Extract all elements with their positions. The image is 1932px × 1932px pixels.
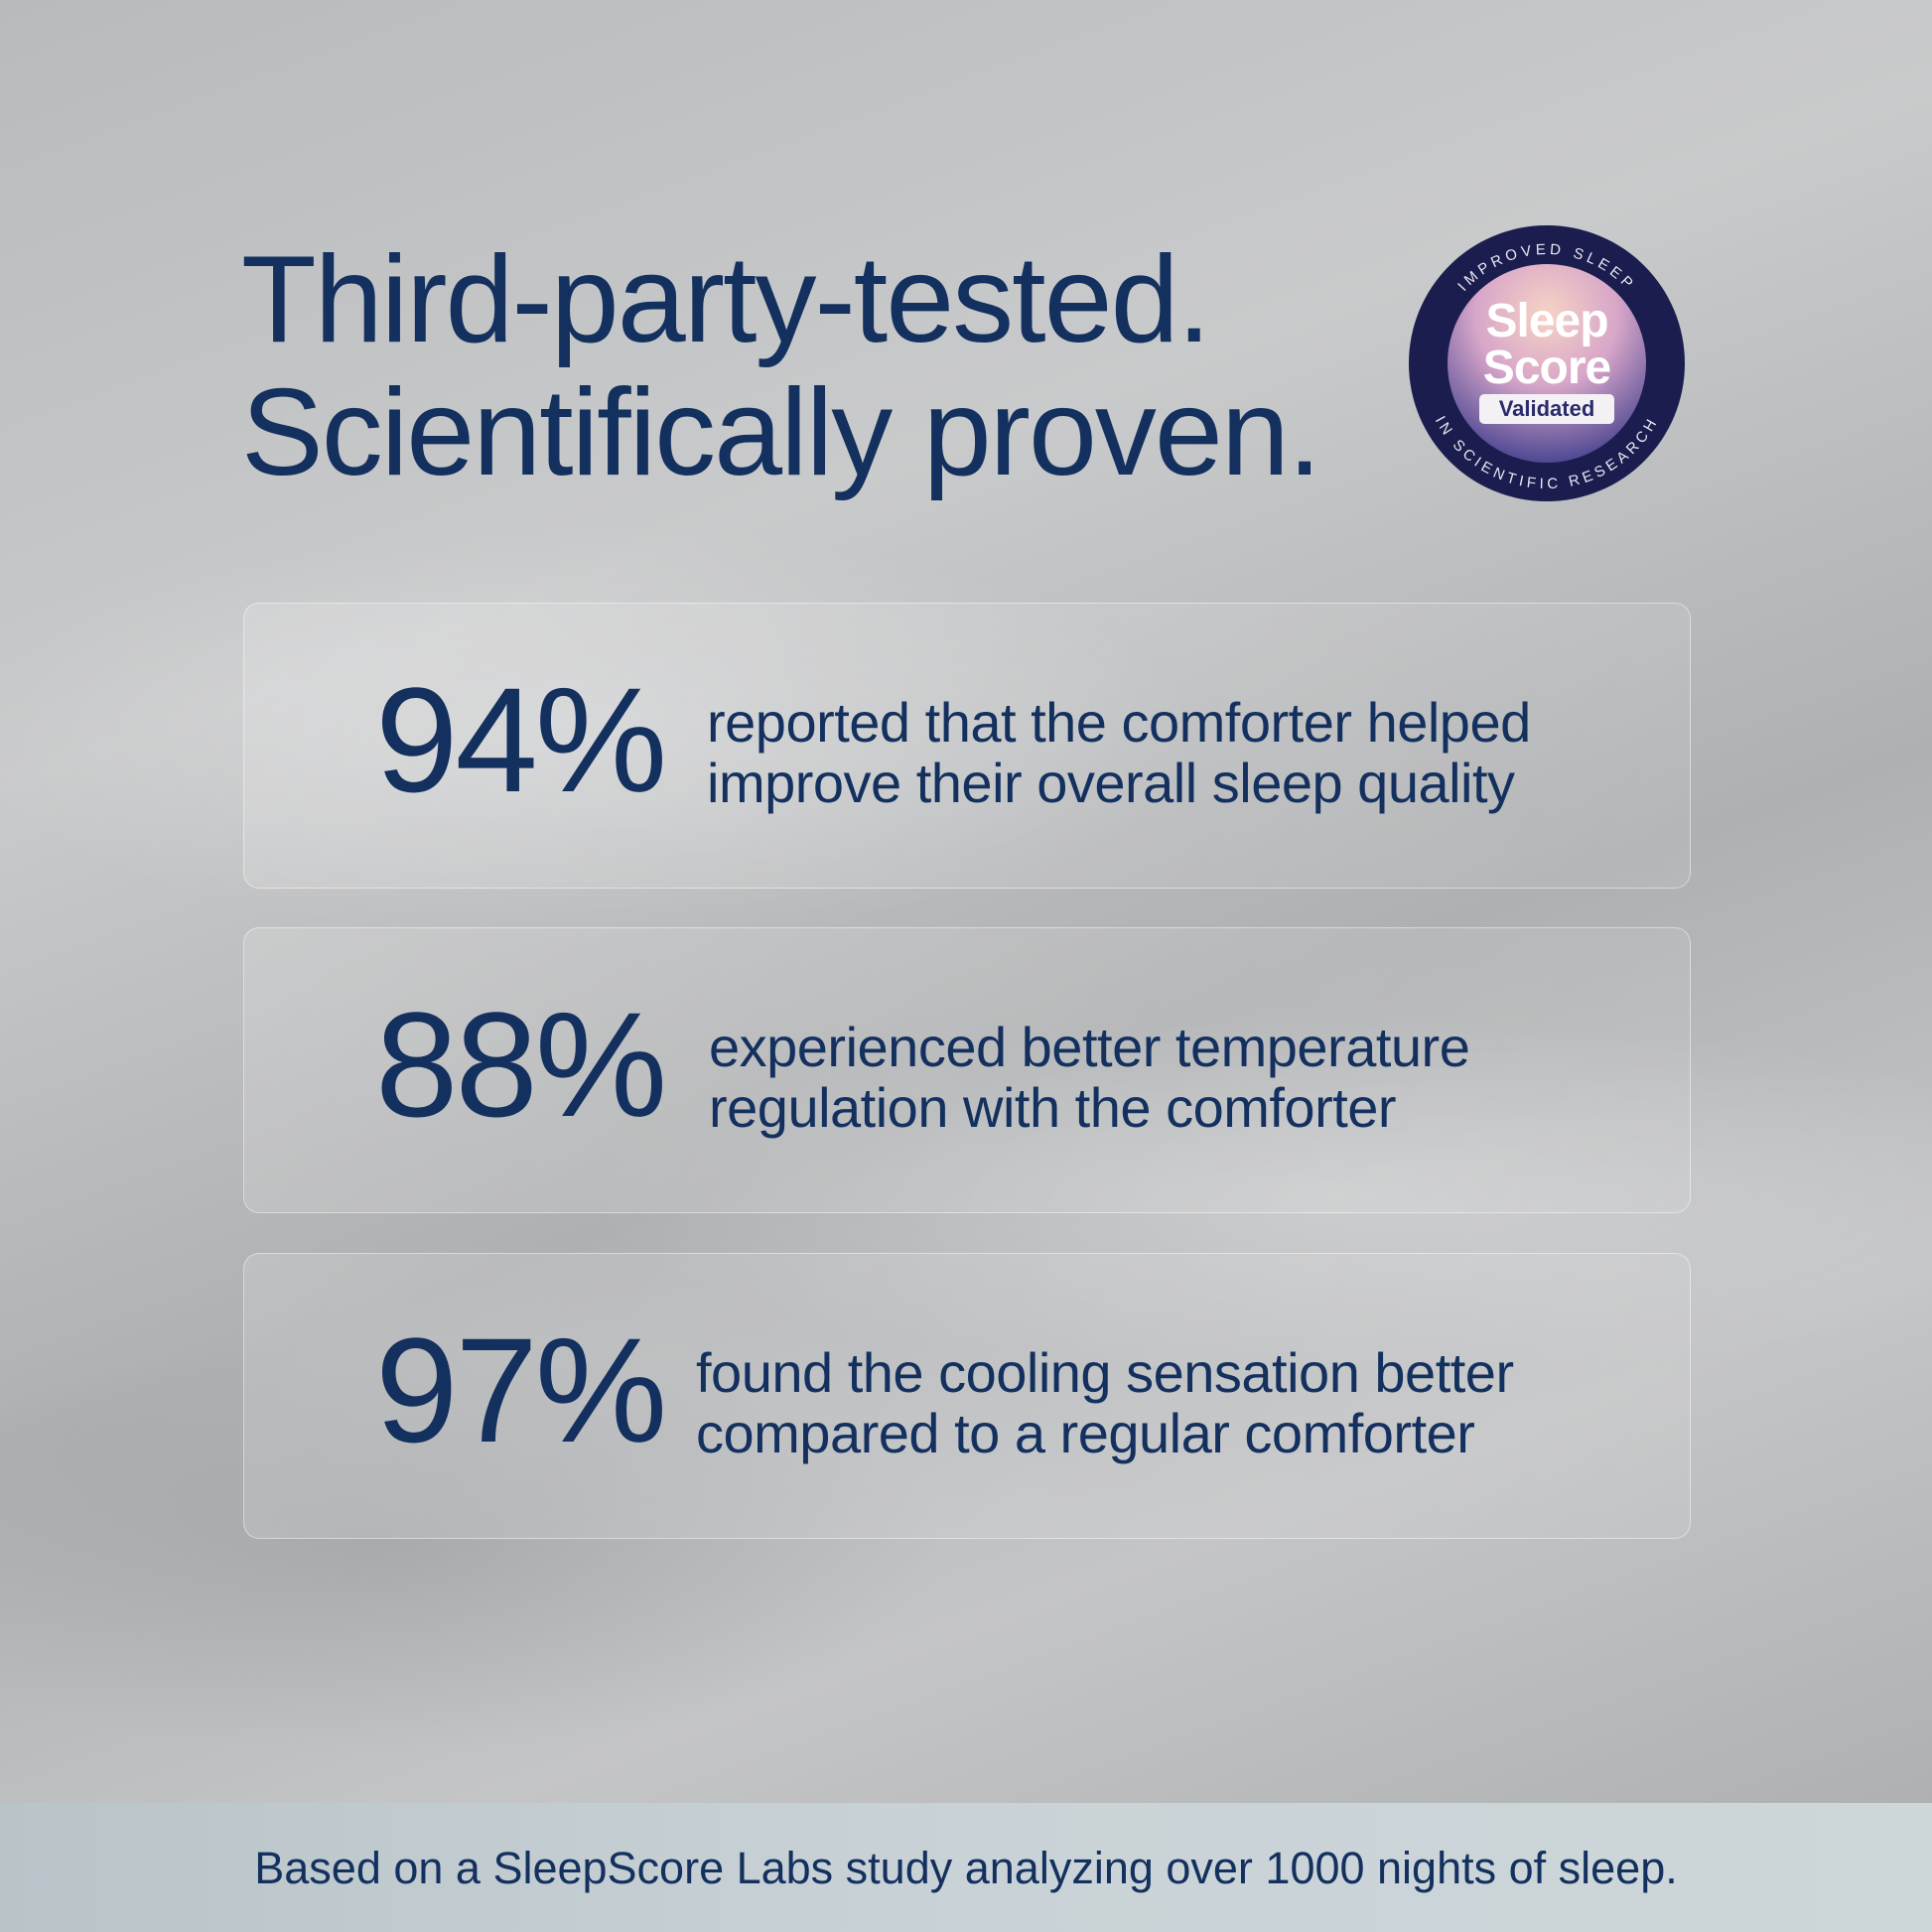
footer-note: Based on a SleepScore Labs study analyzi… xyxy=(254,1843,1678,1893)
stat-card: 94% reported that the comforter helped imp… xyxy=(243,603,1691,889)
stat-value: 97% xyxy=(375,1307,667,1473)
stat-description: found the cooling sensation better xyxy=(696,1341,1514,1404)
title-line: Scientifically proven. xyxy=(241,364,1321,501)
footer: Based on a SleepScore Labs study analyzi… xyxy=(0,1803,1932,1932)
badge-name: Sleep xyxy=(1485,295,1607,347)
stat-card: 97% found the cooling sensation better com… xyxy=(243,1253,1691,1539)
sleepscore-badge: IMPROVED SLEEP IN SCIENTIFIC RESEARCH Sl… xyxy=(1409,225,1685,501)
stat-description: reported that the comforter helped xyxy=(707,691,1531,754)
stat-description: improve their overall sleep quality xyxy=(707,752,1515,814)
stat-value: 88% xyxy=(375,981,667,1148)
badge-tag-bg xyxy=(1479,394,1614,424)
title-line: Third-party-tested. xyxy=(241,231,1211,368)
badge-name: Score xyxy=(1483,342,1611,394)
stat-card: 88% experienced better temperature regulat… xyxy=(243,927,1691,1213)
stat-description: experienced better temperature xyxy=(709,1016,1470,1078)
stat-value: 94% xyxy=(375,656,667,823)
badge-tag: Validated xyxy=(1499,396,1595,421)
stat-description: regulation with the comforter xyxy=(709,1076,1397,1139)
stat-description: compared to a regular comforter xyxy=(696,1402,1475,1464)
